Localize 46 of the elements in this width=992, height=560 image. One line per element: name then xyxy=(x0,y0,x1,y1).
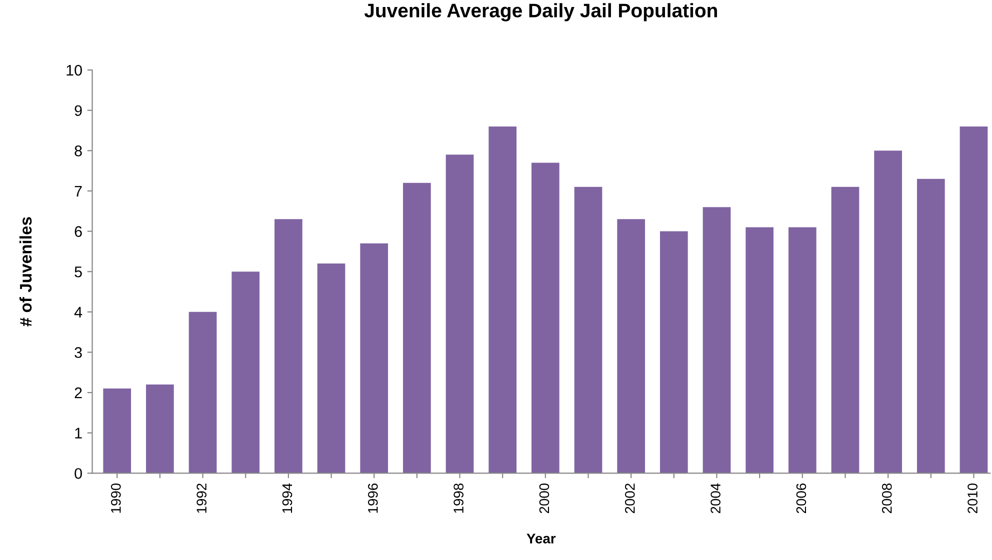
x-tick-label: 2004 xyxy=(710,483,720,514)
y-tick-label: 5 xyxy=(74,266,82,278)
x-tick-label: 1990 xyxy=(110,483,121,513)
bar xyxy=(360,243,388,474)
bar xyxy=(317,264,346,474)
bar xyxy=(188,312,217,474)
x-tick-label: 1998 xyxy=(454,484,464,513)
x-tick-label: 2008 xyxy=(882,484,892,514)
x-tick-label: 2010 xyxy=(968,483,978,514)
chart-title: Juvenile Average Daily Jail Population xyxy=(364,3,717,22)
bar xyxy=(617,219,646,474)
bar xyxy=(788,227,816,474)
x-axis-title: Year xyxy=(526,534,556,544)
bar xyxy=(660,231,688,474)
y-tick-label: 0 xyxy=(74,468,82,479)
y-tick-label: 2 xyxy=(74,387,82,398)
bar xyxy=(446,154,474,474)
y-tick-label: 9 xyxy=(74,105,82,116)
y-tick-label: 3 xyxy=(74,347,82,358)
y-axis-title: # of Juveniles xyxy=(19,217,32,326)
x-tick-label: 1992 xyxy=(196,484,206,513)
bar xyxy=(103,388,132,474)
bar xyxy=(746,227,774,474)
y-tick-label: 6 xyxy=(74,226,82,237)
y-tick-label: 7 xyxy=(74,186,82,196)
bar xyxy=(702,207,731,474)
y-tick-label: 10 xyxy=(66,64,82,76)
y-tick-label: 8 xyxy=(74,146,82,156)
bar xyxy=(574,186,602,474)
y-tick-label: 4 xyxy=(74,306,82,318)
x-tick-label: 1996 xyxy=(368,484,378,513)
bar xyxy=(916,178,945,474)
bar xyxy=(960,126,988,474)
bar xyxy=(488,126,517,474)
bar xyxy=(403,182,431,474)
bar xyxy=(532,162,560,474)
x-tick-label: 2006 xyxy=(796,484,806,514)
x-tick-label: 2000 xyxy=(539,483,550,514)
bar xyxy=(146,384,174,474)
bar xyxy=(274,219,302,474)
bar xyxy=(874,150,902,474)
x-tick-label: 2002 xyxy=(624,484,635,514)
x-tick-label: 1994 xyxy=(282,483,292,513)
bar xyxy=(232,272,260,474)
bar xyxy=(831,186,860,474)
y-tick-label: 1 xyxy=(75,428,82,438)
